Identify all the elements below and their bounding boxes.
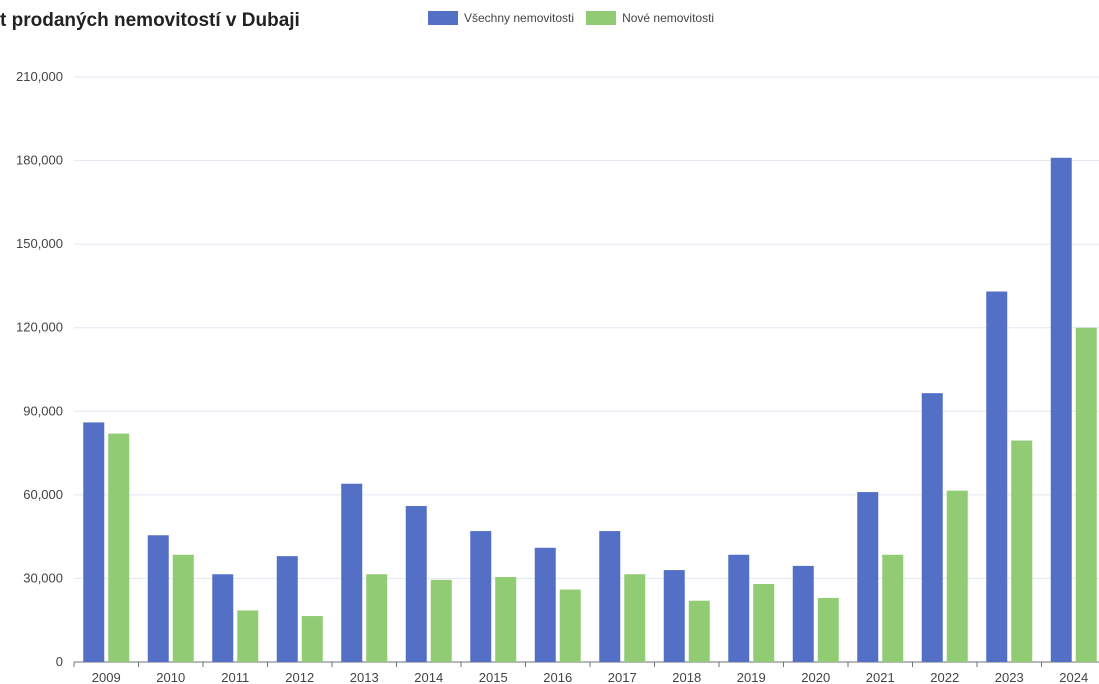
legend-label-all: Všechny nemovitosti bbox=[464, 11, 575, 25]
bar-all-2015[interactable] bbox=[470, 531, 492, 662]
bar-new-2021[interactable] bbox=[882, 554, 904, 662]
bar-all-2023[interactable] bbox=[986, 291, 1008, 663]
bar-all-2022[interactable] bbox=[921, 393, 943, 662]
bar-all-2012[interactable] bbox=[276, 556, 298, 662]
bar-all-2009[interactable] bbox=[83, 422, 105, 662]
x-tick-label: 2019 bbox=[737, 670, 766, 684]
chart-title: t prodaných nemovitostí v Dubaji bbox=[0, 10, 300, 31]
legend: Všechny nemovitosti Nové nemovitosti bbox=[428, 11, 726, 25]
legend-label-new: Nové nemovitosti bbox=[622, 11, 715, 25]
bar-all-2016[interactable] bbox=[534, 547, 556, 662]
legend-swatch-all bbox=[428, 11, 458, 25]
y-tick-label: 0 bbox=[56, 654, 63, 669]
x-tick-label: 2011 bbox=[221, 670, 249, 684]
bar-all-2021[interactable] bbox=[857, 492, 879, 662]
bar-new-2010[interactable] bbox=[172, 554, 194, 662]
bar-new-2024[interactable] bbox=[1075, 327, 1097, 662]
bar-new-2022[interactable] bbox=[946, 490, 968, 662]
bar-all-2013[interactable] bbox=[341, 483, 363, 662]
legend-swatch-new bbox=[586, 11, 617, 25]
bar-new-2019[interactable] bbox=[753, 584, 775, 662]
bar-new-2018[interactable] bbox=[688, 600, 710, 662]
x-tick-label: 2021 bbox=[866, 670, 895, 684]
y-tick-label: 120,000 bbox=[16, 320, 63, 335]
x-tick-label: 2020 bbox=[801, 670, 830, 684]
bar-all-2024[interactable] bbox=[1050, 157, 1072, 663]
bar-new-2023[interactable] bbox=[1011, 440, 1033, 662]
y-tick-label: 30,000 bbox=[23, 570, 63, 585]
bar-new-2020[interactable] bbox=[817, 597, 839, 662]
bar-new-2015[interactable] bbox=[495, 577, 517, 662]
x-tick-label: 2018 bbox=[672, 670, 701, 684]
bar-all-2018[interactable] bbox=[663, 570, 685, 662]
bar-all-2020[interactable] bbox=[792, 565, 814, 662]
x-tick-label: 2013 bbox=[350, 670, 379, 684]
x-tick-label: 2015 bbox=[479, 670, 508, 684]
bar-new-2013[interactable] bbox=[366, 574, 388, 662]
bar-all-2014[interactable] bbox=[405, 506, 427, 662]
x-tick-label: 2017 bbox=[608, 670, 637, 684]
bar-new-2016[interactable] bbox=[559, 589, 581, 662]
y-tick-label: 180,000 bbox=[16, 153, 63, 168]
bar-new-2009[interactable] bbox=[108, 433, 130, 662]
x-tick-label: 2012 bbox=[285, 670, 314, 684]
x-tick-label: 2009 bbox=[92, 670, 121, 684]
bar-all-2019[interactable] bbox=[728, 554, 750, 662]
x-tick-label: 2010 bbox=[156, 670, 185, 684]
bar-all-2010[interactable] bbox=[147, 535, 169, 662]
y-tick-label: 90,000 bbox=[23, 403, 63, 418]
legend-item-all[interactable]: Všechny nemovitosti bbox=[428, 11, 574, 25]
y-tick-label: 210,000 bbox=[16, 69, 63, 84]
bar-all-2017[interactable] bbox=[599, 531, 621, 662]
x-tick-label: 2022 bbox=[930, 670, 959, 684]
bar-new-2011[interactable] bbox=[237, 610, 259, 662]
bar-new-2017[interactable] bbox=[624, 574, 646, 662]
bar-new-2014[interactable] bbox=[430, 579, 452, 662]
y-tick-label: 60,000 bbox=[23, 487, 63, 502]
legend-item-new[interactable]: Nové nemovitosti bbox=[586, 11, 714, 25]
x-tick-label: 2024 bbox=[1059, 670, 1088, 684]
x-tick-label: 2023 bbox=[995, 670, 1024, 684]
bar-new-2012[interactable] bbox=[301, 616, 323, 662]
x-tick-label: 2016 bbox=[543, 670, 572, 684]
x-tick-label: 2014 bbox=[414, 670, 443, 684]
y-tick-label: 150,000 bbox=[16, 236, 63, 251]
bar-all-2011[interactable] bbox=[212, 574, 234, 662]
